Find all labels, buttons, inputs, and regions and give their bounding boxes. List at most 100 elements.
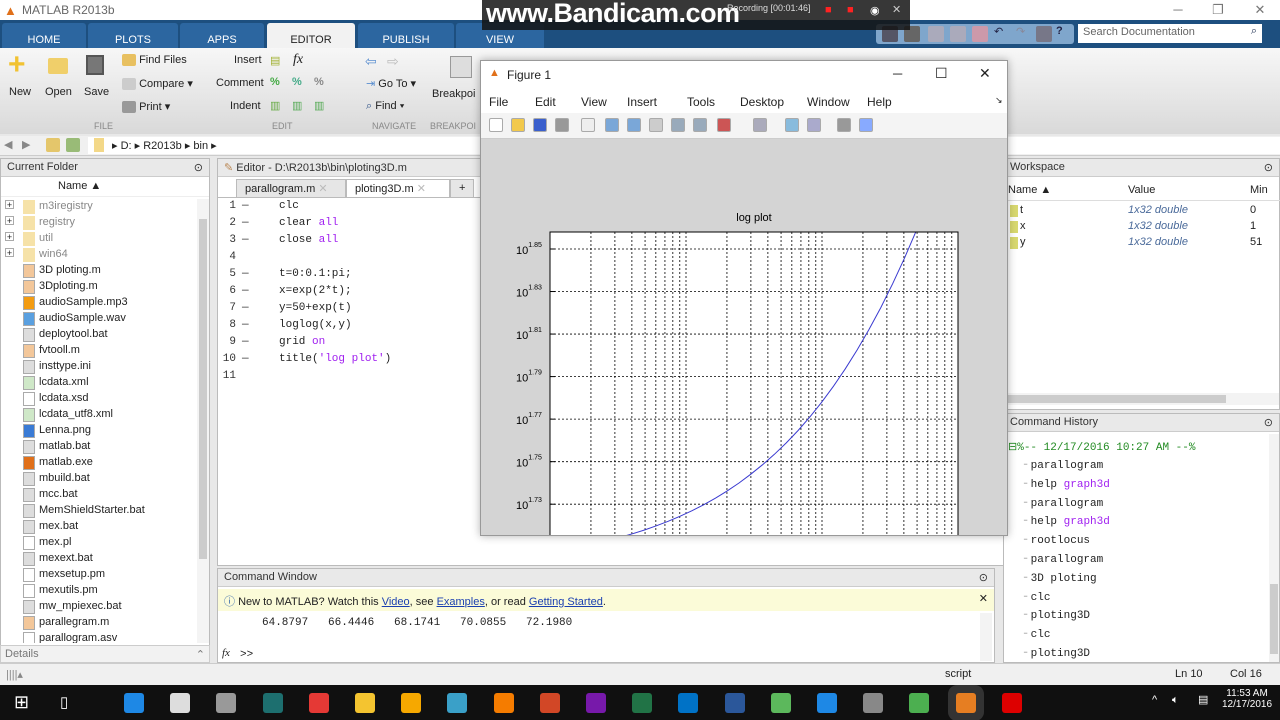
folder-item[interactable]: + win64 <box>1 247 196 263</box>
zoom-in-icon[interactable] <box>605 118 619 132</box>
copy-icon[interactable] <box>950 26 966 42</box>
breakpoint-marker[interactable]: — <box>242 200 249 212</box>
taskbar-vlc-like-icon[interactable] <box>401 693 422 713</box>
panel-menu-icon[interactable]: ⊙ <box>978 572 988 584</box>
new-tab-button[interactable]: + <box>450 179 474 197</box>
close-button[interactable]: ✕ <box>1254 2 1266 17</box>
command-scrollbar[interactable] <box>980 613 992 661</box>
history-item[interactable]: ╴parallogram <box>1024 496 1103 510</box>
breakpoint-marker[interactable]: — <box>242 268 249 280</box>
breakpoint-marker[interactable]: — <box>242 285 249 297</box>
workspace-variable-row[interactable]: t 1x32 double 0 <box>1004 203 1280 219</box>
code-line[interactable]: 10 — title('log plot') <box>218 353 518 370</box>
figure-menu-insert[interactable]: Insert <box>627 95 658 109</box>
taskbar-visual-studio-icon[interactable] <box>447 693 468 713</box>
colorbar-icon[interactable] <box>785 118 799 132</box>
folder-item[interactable]: mex.bat <box>1 519 196 535</box>
workspace-variable-row[interactable]: y 1x32 double 51 <box>1004 235 1280 251</box>
taskbar-audition-icon[interactable] <box>262 693 283 713</box>
wrap-comment-icon[interactable]: % <box>314 76 324 88</box>
history-item[interactable]: ╴ploting3D <box>1024 646 1090 660</box>
folder-item[interactable]: audioSample.wav <box>1 311 196 327</box>
code-line[interactable]: 7 — y=50+exp(t) <box>218 302 518 319</box>
folder-item[interactable]: 3D ploting.m <box>1 263 196 279</box>
command-prompt[interactable]: >> <box>240 649 254 661</box>
crumb-r2013b[interactable]: R2013b <box>143 140 182 152</box>
getting-started-link[interactable]: Getting Started <box>528 596 603 608</box>
rotate-3d-icon[interactable] <box>671 118 685 132</box>
col-min[interactable]: Min <box>1250 184 1268 196</box>
back-arrow-icon[interactable]: ⇦ <box>365 53 377 69</box>
select-pointer-icon[interactable] <box>581 118 595 132</box>
chevron-up-icon[interactable]: ⌃ <box>195 649 205 661</box>
new-figure-icon[interactable] <box>489 118 503 132</box>
search-documentation-input[interactable]: Search Documentation ⌕ <box>1078 24 1262 43</box>
col-name[interactable]: Name ▲ <box>1008 184 1052 196</box>
insert-button[interactable]: Insert <box>234 54 262 66</box>
forward-arrow-icon[interactable]: ⇨ <box>387 53 399 69</box>
task-view-icon[interactable]: ▯ <box>60 694 69 711</box>
breakpoint-marker[interactable]: — <box>242 353 249 365</box>
tab-apps[interactable]: APPS <box>180 23 264 48</box>
save-figure-icon[interactable] <box>533 118 547 132</box>
code-line[interactable]: 5 — t=0:0.1:pi; <box>218 268 518 285</box>
print-button[interactable]: Print ▾ <box>122 100 170 114</box>
function-browser-icon[interactable]: fx <box>222 647 230 659</box>
code-line[interactable]: 9 — grid on <box>218 336 518 353</box>
history-item[interactable]: ╴clc <box>1024 590 1050 604</box>
panel-menu-icon[interactable]: ⊙ <box>193 162 203 174</box>
close-tab-icon[interactable]: ✕ <box>318 183 328 195</box>
taskbar-explorer-icon[interactable] <box>355 693 375 713</box>
details-panel[interactable]: Details ⌃ <box>0 645 210 663</box>
breakpoint-marker[interactable]: — <box>242 336 249 348</box>
save-icon[interactable] <box>904 26 920 42</box>
history-item[interactable]: ╴rootlocus <box>1024 533 1090 547</box>
breakpoint-marker[interactable]: — <box>242 217 249 229</box>
history-item[interactable]: ╴ploting3D <box>1024 608 1090 622</box>
taskbar-word-icon[interactable] <box>724 693 745 713</box>
video-link[interactable]: Video <box>381 596 410 608</box>
figure-menu-help[interactable]: Help <box>867 95 892 109</box>
close-banner-icon[interactable]: ✕ <box>978 593 988 605</box>
crumb-bin[interactable]: bin <box>193 140 209 152</box>
col-value[interactable]: Value <box>1128 184 1156 196</box>
folder-item[interactable]: MemShieldStarter.bat <box>1 503 196 519</box>
code-area[interactable]: 1 — clc 2 — clear all 3 — close all 4 5 — t=0:0.1:pi… <box>218 200 718 560</box>
figure-menu-tools[interactable]: Tools <box>687 95 716 109</box>
minimize-button[interactable]: ─ <box>1173 2 1183 17</box>
code-line[interactable]: 2 — clear all <box>218 217 518 234</box>
folder-item[interactable]: matlab.exe <box>1 455 196 471</box>
print-figure-icon[interactable] <box>555 118 569 132</box>
forward-icon[interactable]: ▶ <box>22 139 31 151</box>
stop-icon[interactable]: ■ <box>847 4 854 16</box>
folder-item[interactable]: mw_mpiexec.bat <box>1 599 196 615</box>
folder-item[interactable]: parallegram.m <box>1 615 196 631</box>
insert-function-icon[interactable]: fx <box>293 52 304 67</box>
back-icon[interactable]: ◀ <box>4 139 13 151</box>
expand-icon[interactable]: + <box>5 248 14 258</box>
taskbar-vlc-icon[interactable] <box>493 693 514 713</box>
taskbar-teamviewer-icon[interactable] <box>817 693 837 713</box>
folder-item[interactable]: matlab.bat <box>1 439 196 455</box>
pause-icon[interactable]: ■ <box>825 4 832 16</box>
folder-item[interactable]: mcc.bat <box>1 487 196 503</box>
folder-item[interactable]: + m3iregistry <box>1 199 196 215</box>
code-line[interactable]: 4 <box>218 251 518 268</box>
tray-chevron-icon[interactable]: ^ <box>1152 694 1158 706</box>
workspace-variable-row[interactable]: x 1x32 double 1 <box>1004 219 1280 235</box>
folder-item[interactable]: deploytool.bat <box>1 327 196 343</box>
editor-tab-ploting3d[interactable]: ploting3D.m ✕ <box>346 179 450 197</box>
compare-button[interactable]: Compare ▾ <box>122 77 193 91</box>
uncomment-icon[interactable]: % <box>292 76 302 88</box>
increase-indent-icon[interactable]: ▥ <box>292 100 303 112</box>
editor-tab-parallogram[interactable]: parallogram.m ✕ <box>236 179 346 197</box>
scrollbar-thumb[interactable] <box>1006 395 1226 403</box>
brush-icon[interactable] <box>717 118 731 132</box>
name-column-header[interactable]: Name ▲ <box>1 177 209 197</box>
search-icon[interactable]: ⌕ <box>1250 25 1257 37</box>
tab-publish[interactable]: PUBLISH <box>358 23 454 48</box>
history-item[interactable]: ╴parallogram <box>1024 458 1103 472</box>
undo-icon[interactable]: ↶ <box>994 26 1004 38</box>
code-line[interactable]: 1 — clc <box>218 200 518 217</box>
notification-icon[interactable]: ▤ <box>1198 694 1209 706</box>
